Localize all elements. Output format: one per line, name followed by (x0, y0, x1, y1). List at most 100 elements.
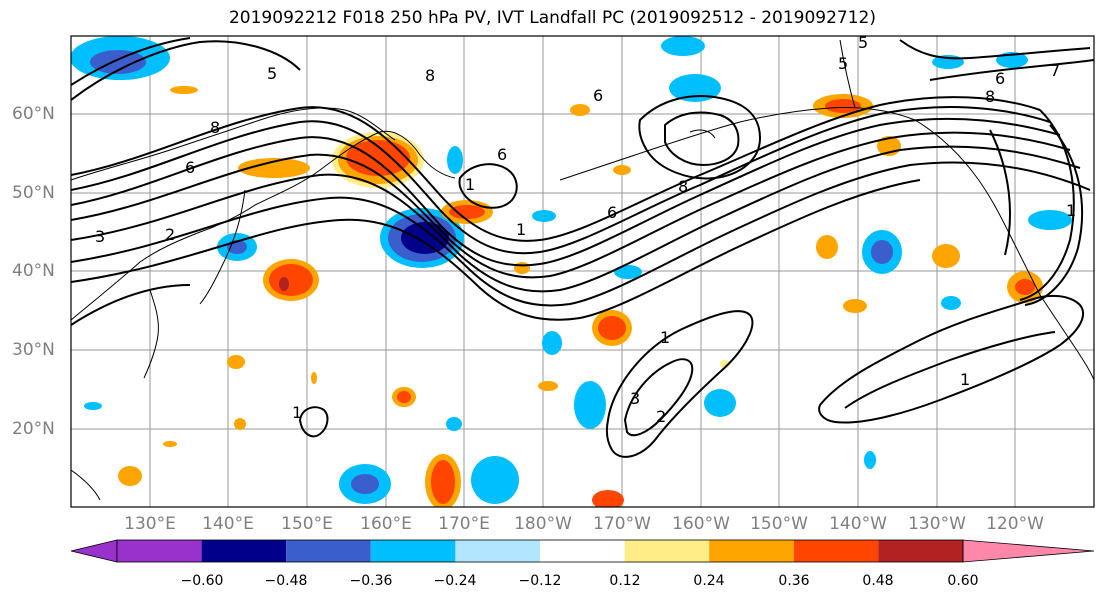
contour-label: 2 (165, 225, 175, 244)
pos-anomaly (598, 316, 626, 340)
lon-label: 160°W (672, 514, 730, 534)
neg-anomaly (1028, 210, 1072, 230)
neg-anomaly (574, 381, 606, 429)
contour-label: 5 (838, 54, 848, 73)
lon-label: 120°W (986, 514, 1044, 534)
neg-anomaly (704, 389, 736, 417)
pos-anomaly (449, 205, 485, 219)
colorbar-tick-label: 0.36 (778, 573, 810, 589)
lat-label: 30°N (12, 340, 55, 360)
pos-anomaly (269, 264, 313, 296)
pos-anomaly (932, 244, 960, 268)
pos-anomaly (227, 355, 245, 369)
lat-label: 20°N (12, 419, 55, 439)
neg-anomaly (446, 417, 462, 431)
pos-anomaly (163, 441, 177, 447)
contour-label: 6 (593, 86, 603, 105)
pv-anomaly-fills (71, 36, 1072, 507)
neg-anomaly (941, 296, 961, 310)
lon-label: 140°E (202, 514, 254, 534)
neg-anomaly (864, 451, 876, 469)
pos-anomaly (118, 466, 142, 486)
colorbar-segment (370, 540, 456, 562)
contour-label: 5 (267, 64, 277, 83)
pos-anomaly (514, 262, 530, 274)
colorbar-segment (201, 540, 287, 562)
lon-label: 170°E (438, 514, 490, 534)
pos-anomaly (1015, 279, 1035, 295)
contour-label: 5 (858, 33, 868, 52)
lat-label: 60°N (12, 104, 55, 124)
pos-anomaly (538, 381, 558, 391)
neg-anomaly (871, 240, 893, 264)
colorbar-segment (793, 540, 879, 562)
neg-anomaly (661, 36, 705, 56)
lon-label: 160°E (360, 514, 412, 534)
contour-label: 1 (960, 370, 970, 389)
pos-anomaly (397, 391, 411, 403)
colorbar-outline (116, 539, 964, 563)
gridlines (71, 36, 1094, 507)
lon-label: 170°W (593, 514, 651, 534)
colorbar-tick-label: −0.48 (264, 573, 308, 589)
colorbar-segment (878, 540, 963, 562)
contour-label: 1 (292, 403, 302, 422)
pos-anomaly (592, 490, 624, 507)
contour-label: 8 (678, 177, 688, 196)
contour-label: 2 (656, 407, 666, 426)
neg-anomaly (542, 331, 562, 355)
pos-anomaly (311, 372, 317, 384)
lon-label: 130°W (908, 514, 966, 534)
lon-label: 130°E (124, 514, 176, 534)
pos-anomaly (170, 86, 198, 94)
colorbar-tick-label: −0.36 (349, 573, 393, 589)
contour-label: 1 (516, 220, 526, 239)
pos-anomaly (234, 418, 246, 430)
lat-label: 50°N (12, 183, 55, 203)
contour-labels: 5 8 6 1 3 2 1 8 6 5 8 6 6 1 6 8 1 3 2 1 … (95, 33, 1076, 426)
colorbar-tick-label: 0.48 (862, 573, 894, 589)
lat-label: 40°N (12, 261, 55, 281)
neg-anomaly (669, 74, 721, 102)
contour-label: 6 (995, 69, 1005, 88)
neg-anomaly (351, 474, 379, 494)
colorbar-tick-label: −0.24 (433, 573, 477, 589)
pos-anomaly (238, 158, 310, 178)
colorbar-segment (117, 540, 202, 562)
colorbar-segment (624, 540, 710, 562)
colorbar-tick-label: 0.12 (609, 573, 641, 589)
lon-label: 150°E (281, 514, 333, 534)
contour-label: 3 (630, 389, 640, 408)
contour-label: 8 (425, 66, 435, 85)
neg-anomaly (84, 402, 102, 410)
pos-anomaly (431, 460, 455, 504)
map-frame (70, 35, 1095, 508)
contour-lines (71, 37, 1094, 458)
colorbar-segment (286, 540, 371, 562)
coastlines (71, 39, 1094, 501)
contour-label: 8 (210, 118, 220, 137)
neg-anomaly (614, 265, 642, 279)
contour-label: 1 (465, 175, 475, 194)
neg-anomaly (447, 146, 463, 174)
contour-label: 1 (1066, 201, 1076, 220)
colorbar-extension-high (962, 539, 1095, 563)
colorbar-segment (455, 540, 540, 562)
colorbar-tick-label: 0.24 (693, 573, 725, 589)
colorbar-tick-label: 0.60 (947, 573, 979, 589)
colorbar-extension-low (70, 539, 118, 563)
colorbar-tick-label: −0.12 (518, 573, 562, 589)
colorbar-tick-label: −0.60 (180, 573, 224, 589)
colorbar (70, 539, 1095, 563)
pos-anomaly (825, 99, 861, 113)
colorbar-segment (709, 540, 794, 562)
lon-label: 150°W (750, 514, 808, 534)
lon-label: 180°W (514, 514, 572, 534)
contour-label: 7 (1050, 61, 1060, 80)
chart-title: 2019092212 F018 250 hPa PV, IVT Landfall… (228, 8, 876, 28)
neg-anomaly (471, 456, 519, 504)
neg-anomaly (90, 50, 146, 74)
pos-anomaly (346, 140, 410, 176)
lon-label: 140°W (829, 514, 887, 534)
contour-label: 6 (607, 203, 617, 222)
